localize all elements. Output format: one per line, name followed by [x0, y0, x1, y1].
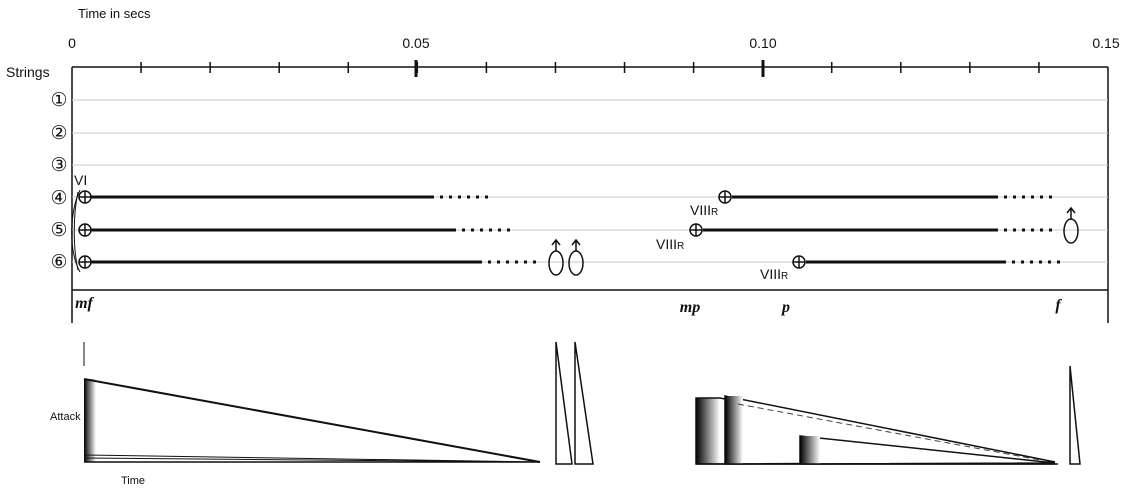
- time-ruler: [72, 60, 1108, 77]
- string-label-2: ②: [50, 122, 68, 144]
- position-sub: R: [677, 241, 685, 252]
- position-main: VIII: [760, 266, 782, 282]
- dynamic-mp: mp: [679, 299, 701, 316]
- tick-label-0-10: 0.10: [749, 35, 777, 51]
- onset-marker-s4: [78, 190, 92, 204]
- envelope-attack-3-overlay: [725, 396, 743, 464]
- tick-label-0-15: 0.15: [1092, 35, 1120, 51]
- position-main: VIII: [690, 202, 712, 218]
- time-axis-title: Time in secs: [78, 6, 151, 21]
- strum-bracket-inner: [73, 191, 79, 271]
- envelope-decay-1c: [83, 454, 541, 463]
- onset-marker-s5: [78, 223, 92, 237]
- envelope-attack-4-overlay: [800, 436, 820, 464]
- position-label-viii-string6: VIIIR: [760, 266, 788, 282]
- damp-oval-2: [568, 238, 584, 276]
- envelope-dashed-guide: [737, 403, 1041, 461]
- string-label-1: ①: [50, 89, 68, 111]
- string-label-4: ④: [50, 187, 68, 209]
- onset-marker-s4b: [718, 190, 732, 204]
- string-lines: [72, 99, 1108, 263]
- envelope-time-label: Time: [121, 475, 146, 487]
- envelope-decay-1-edge: [83, 378, 541, 463]
- position-main: VIII: [656, 236, 678, 252]
- strings-title: Strings: [6, 64, 50, 80]
- notes-group-1: [91, 195, 536, 264]
- damp-oval-1: [548, 238, 564, 276]
- damp-spike-1: [555, 341, 573, 465]
- onset-marker-s5b: [689, 223, 703, 237]
- attack-axis-label: Attack: [50, 411, 81, 423]
- tick-label-0: 0: [68, 35, 76, 51]
- string-label-3: ③: [50, 154, 68, 176]
- position-sub: R: [781, 271, 789, 282]
- envelope-diagram: [83, 341, 1081, 465]
- damp-spike-3: [1069, 365, 1081, 465]
- tick-label-0-05: 0.05: [402, 35, 430, 51]
- position-label-vi: VI: [74, 172, 88, 188]
- string-label-6: ⑥: [50, 251, 68, 273]
- onset-marker-s6b: [792, 255, 806, 269]
- dynamic-p: p: [782, 299, 790, 316]
- envelope-attack-2: [696, 398, 720, 464]
- damp-spike-2: [574, 341, 594, 465]
- onset-markers: [78, 190, 806, 269]
- notes-group-2: [703, 195, 1060, 264]
- damp-ovals: [548, 206, 1079, 276]
- position-sub: R: [711, 207, 719, 218]
- onset-marker-s6: [78, 255, 92, 269]
- envelope-attack-1: [84, 379, 96, 462]
- string-label-5: ⑤: [50, 219, 68, 241]
- dynamic-mf: mf: [75, 295, 93, 312]
- damp-oval-3: [1063, 206, 1079, 244]
- position-label-viii-string4: VIIIR: [690, 202, 718, 218]
- position-label-viii-string5: VIIIR: [656, 236, 684, 252]
- dynamic-f: f: [1055, 297, 1061, 314]
